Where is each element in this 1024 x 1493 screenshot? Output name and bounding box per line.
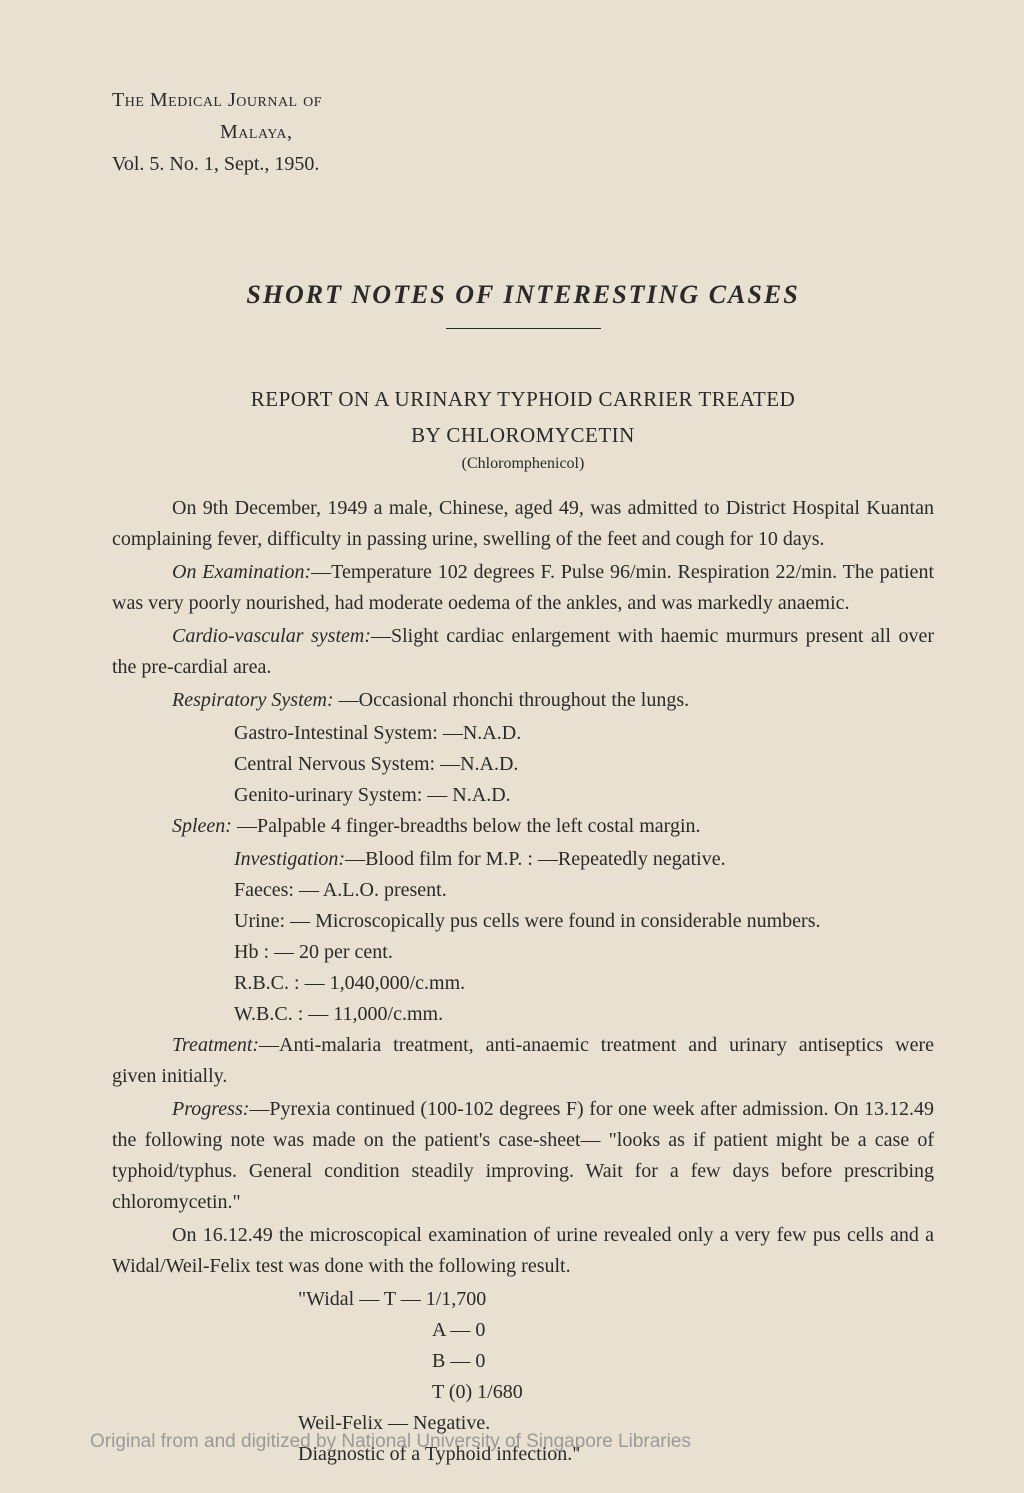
journal-name-line1: The Medical Journal of — [112, 84, 934, 116]
system-cns: Central Nervous System: —N.A.D. — [234, 749, 934, 780]
widal-line3: B — 0 — [432, 1346, 934, 1377]
paragraph-intro: On 9th December, 1949 a male, Chinese, a… — [112, 493, 934, 555]
paragraph-spleen: Spleen: —Palpable 4 finger-breadths belo… — [112, 811, 934, 842]
volume-info: Vol. 5. No. 1, Sept., 1950. — [112, 148, 934, 180]
rbc-line: R.B.C. : — 1,040,000/c.mm. — [234, 968, 934, 999]
paragraph-cardio: Cardio-vascular system:—Slight cardiac e… — [112, 621, 934, 683]
label-respiratory: Respiratory System: — [172, 689, 334, 711]
paragraph-treatment: Treatment:—Anti-malaria treatment, anti-… — [112, 1030, 934, 1092]
report-title-line1: REPORT ON A URINARY TYPHOID CARRIER TREA… — [112, 384, 934, 416]
paragraph-final: On 16.12.49 the microscopical examinatio… — [112, 1220, 934, 1282]
investigation-line: Investigation:—Blood film for M.P. : —Re… — [234, 844, 934, 875]
label-investigation: Investigation: — [234, 848, 345, 870]
label-treatment: Treatment: — [172, 1034, 259, 1056]
system-gi: Gastro-Intestinal System: —N.A.D. — [234, 718, 934, 749]
journal-header: The Medical Journal of Malaya, Vol. 5. N… — [112, 84, 934, 180]
text-respiratory: —Occasional rhonchi throughout the lungs… — [334, 689, 690, 711]
text-investigation: —Blood film for M.P. : —Repeatedly negat… — [345, 848, 726, 870]
wbc-line: W.B.C. : — 11,000/c.mm. — [234, 999, 934, 1030]
paragraph-progress: Progress:—Pyrexia continued (100-102 deg… — [112, 1094, 934, 1218]
label-examination: On Examination: — [172, 561, 311, 583]
faeces-line: Faeces: — A.L.O. present. — [234, 875, 934, 906]
hb-line: Hb : — 20 per cent. — [234, 937, 934, 968]
report-title-line2: BY CHLOROMYCETIN — [112, 420, 934, 452]
paragraph-examination: On Examination:—Temperature 102 degrees … — [112, 557, 934, 619]
label-progress: Progress: — [172, 1098, 249, 1120]
widal-line4: T (0) 1/680 — [432, 1377, 934, 1408]
label-cardio: Cardio-vascular system: — [172, 625, 371, 647]
footer-digitization-note: Original from and digitized by National … — [90, 1431, 691, 1453]
system-gu: Genito-urinary System: — N.A.D. — [234, 780, 934, 811]
urine-line: Urine: — Microscopically pus cells were … — [234, 906, 934, 937]
widal-line2: A — 0 — [432, 1315, 934, 1346]
main-title: SHORT NOTES OF INTERESTING CASES — [112, 280, 934, 310]
text-spleen: —Palpable 4 finger-breadths below the le… — [232, 815, 701, 837]
report-subtitle: (Chloromphenicol) — [112, 455, 934, 473]
journal-name-line2: Malaya, — [220, 116, 934, 148]
widal-line1: "Widal — T — 1/1,700 — [298, 1284, 934, 1315]
paragraph-respiratory: Respiratory System: —Occasional rhonchi … — [112, 685, 934, 716]
label-spleen: Spleen: — [172, 815, 232, 837]
title-underline — [446, 328, 601, 329]
